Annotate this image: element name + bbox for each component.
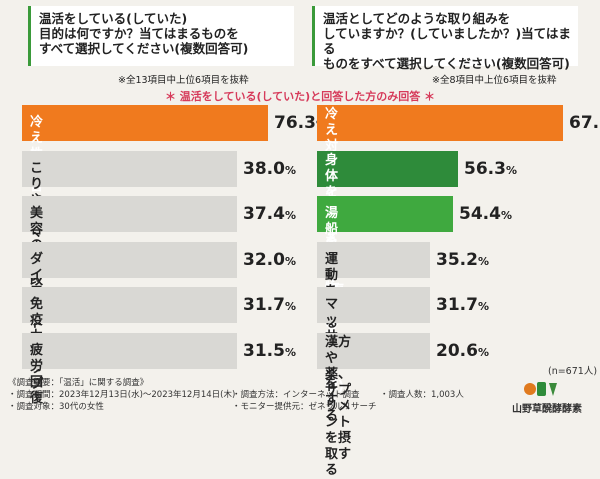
left-note: ※全13項目中上位6項目を抜粋 xyxy=(118,75,249,86)
purpose-bar-value: 37.4% xyxy=(243,204,296,224)
activity-bar xyxy=(317,241,430,278)
purpose-bar xyxy=(22,150,237,187)
sample-size-note: (n=671人) xyxy=(548,366,598,377)
purpose-bar-value: 32.0% xyxy=(243,249,296,270)
purpose-bar-label: 疲労回復 xyxy=(30,342,44,406)
purpose-bar xyxy=(22,287,237,323)
right-note: ※全8項目中上位6項目を抜粋 xyxy=(432,75,557,86)
purpose-bar xyxy=(22,105,268,141)
survey-period: ・調査期間：2023年12月13日(水)～2023年12月14日(木) xyxy=(8,390,236,400)
purpose-bar-value: 38.0% xyxy=(243,158,296,179)
purpose-bar-value: 31.5% xyxy=(243,340,296,361)
activity-bar xyxy=(317,150,458,187)
activity-bar xyxy=(317,196,453,232)
survey-target: ・調査対象：30代の女性 xyxy=(8,402,104,412)
brand-logo-icon xyxy=(524,382,557,396)
activity-bar-value: 20.6% xyxy=(436,340,489,361)
survey-monitor: ・モニター提供元：ゼネラルリサーチ xyxy=(232,402,377,412)
left-question-box: 温活をしている(していた) 目的は何ですか？当てはまるものを すべて選択してくだ… xyxy=(28,6,294,66)
activity-bar-value: 35.2% xyxy=(436,249,489,270)
survey-method: ・調査方法：インターネット調査 xyxy=(232,390,360,400)
purpose-bar-value: 31.7% xyxy=(243,295,296,315)
survey-count: ・調査人数：1,003人 xyxy=(380,390,464,400)
respondent-note: ＊ 温活をしている(していた)と回答した方のみ回答 ＊ xyxy=(164,90,436,103)
purpose-bar xyxy=(22,241,237,278)
activity-bar-value: 54.4% xyxy=(459,204,512,224)
activity-bar-value: 31.7% xyxy=(436,295,489,315)
survey-title: 《調査概要：「温活」に関する調査》 xyxy=(8,378,149,388)
right-question-box: 温活としてどのような取り組みを していますか？(していましたか？)当てはまる も… xyxy=(312,6,578,71)
right-question: 温活としてどのような取り組みを していますか？(していましたか？)当てはまる も… xyxy=(323,11,571,71)
brand-logo-text: 山野草醗酵酵素 xyxy=(512,404,582,415)
activity-bar xyxy=(317,105,563,141)
purpose-bar xyxy=(22,332,237,369)
activity-bar-value: 56.3% xyxy=(464,158,517,179)
left-question: 温活をしている(していた) 目的は何ですか？当てはまるものを すべて選択してくだ… xyxy=(39,11,249,56)
purpose-bar xyxy=(22,196,237,232)
activity-bar xyxy=(317,287,430,323)
activity-bar-value: 67.7% xyxy=(569,113,600,133)
activity-bar xyxy=(317,332,430,369)
